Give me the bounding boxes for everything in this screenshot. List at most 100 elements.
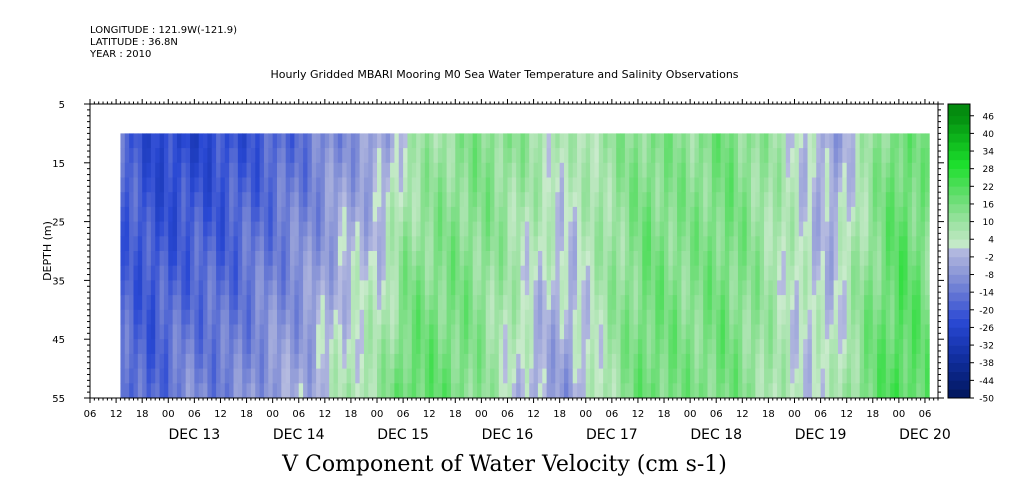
heatmap-cell	[229, 162, 234, 178]
heatmap-cell	[798, 368, 804, 384]
heatmap-cell	[498, 295, 504, 311]
heatmap-cell	[807, 280, 813, 296]
heatmap-cell	[490, 162, 495, 178]
heatmap-cell	[833, 383, 839, 399]
colorbar-swatch	[948, 168, 970, 178]
heatmap-cell	[716, 295, 721, 311]
heatmap-cell	[398, 236, 404, 252]
heatmap-cell	[564, 221, 569, 237]
heatmap-cell	[637, 192, 643, 208]
heatmap-cell	[168, 251, 174, 267]
heatmap-cell	[742, 339, 748, 355]
heatmap-cell	[216, 251, 221, 267]
heatmap-cell	[559, 236, 565, 252]
heatmap-cell	[620, 148, 626, 164]
heatmap-cell	[133, 221, 139, 237]
heatmap-cell	[329, 133, 334, 149]
heatmap-cell	[607, 309, 613, 325]
heatmap-cell	[703, 295, 708, 311]
heatmap-cell	[463, 309, 469, 325]
heatmap-cell	[224, 206, 230, 222]
heatmap-cell	[594, 265, 600, 281]
heatmap-cell	[711, 265, 717, 281]
heatmap-cell	[550, 339, 556, 355]
heatmap-cell	[620, 353, 626, 369]
heatmap-cell	[203, 280, 208, 296]
heatmap-cell	[390, 324, 395, 340]
heatmap-cell	[646, 177, 652, 193]
heatmap-cell	[316, 251, 321, 267]
heatmap-cell	[759, 133, 765, 149]
heatmap-cell	[620, 236, 626, 252]
heatmap-cell	[537, 236, 543, 252]
heatmap-cell	[337, 353, 343, 369]
heatmap-cell	[664, 251, 669, 267]
heatmap-cell	[203, 192, 208, 208]
x-hour-label: 18	[345, 409, 358, 420]
heatmap-cell	[598, 339, 604, 355]
heatmap-cell	[742, 280, 748, 296]
heatmap-cell	[511, 295, 517, 311]
heatmap-cell	[459, 162, 465, 178]
heatmap-cell	[298, 280, 304, 296]
heatmap-cell	[268, 383, 274, 399]
heatmap-cell	[816, 309, 821, 325]
heatmap-cell	[290, 177, 295, 193]
heatmap-cell	[690, 309, 695, 325]
heatmap-cell	[685, 339, 691, 355]
heatmap-cell	[585, 206, 591, 222]
heatmap-cell	[755, 324, 761, 340]
heatmap-cell	[733, 383, 739, 399]
heatmap-cell	[542, 162, 548, 178]
heatmap-cell	[585, 295, 591, 311]
heatmap-cell	[555, 251, 561, 267]
heatmap-cell	[916, 295, 922, 311]
heatmap-cell	[659, 251, 665, 267]
heatmap-cell	[607, 353, 613, 369]
heatmap-cell	[851, 133, 856, 149]
heatmap-cell	[842, 192, 848, 208]
heatmap-cell	[707, 133, 713, 149]
heatmap-cell	[742, 236, 748, 252]
heatmap-cell	[598, 162, 604, 178]
heatmap-cell	[550, 324, 556, 340]
heatmap-cell	[637, 236, 643, 252]
heatmap-cell	[846, 295, 852, 311]
heatmap-cell	[698, 280, 704, 296]
heatmap-cell	[411, 236, 417, 252]
heatmap-cell	[903, 177, 908, 193]
heatmap-cell	[820, 206, 826, 222]
heatmap-cell	[911, 177, 917, 193]
heatmap-cell	[624, 251, 630, 267]
heatmap-cell	[903, 251, 908, 267]
heatmap-cell	[877, 133, 882, 149]
heatmap-cell	[772, 324, 778, 340]
heatmap-cell	[424, 353, 430, 369]
heatmap-cell	[694, 383, 700, 399]
heatmap-cell	[242, 265, 247, 281]
heatmap-cell	[629, 162, 634, 178]
heatmap-cell	[677, 133, 682, 149]
heatmap-cell	[585, 353, 591, 369]
heatmap-cell	[677, 383, 682, 399]
heatmap-cell	[733, 324, 739, 340]
heatmap-cell	[564, 309, 569, 325]
x-hour-label: 00	[371, 409, 384, 420]
heatmap-cell	[268, 280, 274, 296]
heatmap-cell	[424, 162, 430, 178]
heatmap-cell	[207, 177, 213, 193]
heatmap-cell	[281, 148, 287, 164]
heatmap-cell	[329, 324, 334, 340]
x-day-label: DEC 18	[690, 427, 742, 443]
heatmap-cell	[516, 368, 521, 384]
heatmap-cell	[711, 353, 717, 369]
heatmap-cell	[894, 192, 900, 208]
heatmap-cell	[437, 383, 443, 399]
heatmap-cell	[429, 280, 434, 296]
heatmap-cell	[481, 251, 487, 267]
heatmap-cell	[746, 192, 752, 208]
heatmap-cell	[120, 383, 126, 399]
heatmap-cell	[407, 353, 413, 369]
heatmap-cell	[450, 368, 456, 384]
